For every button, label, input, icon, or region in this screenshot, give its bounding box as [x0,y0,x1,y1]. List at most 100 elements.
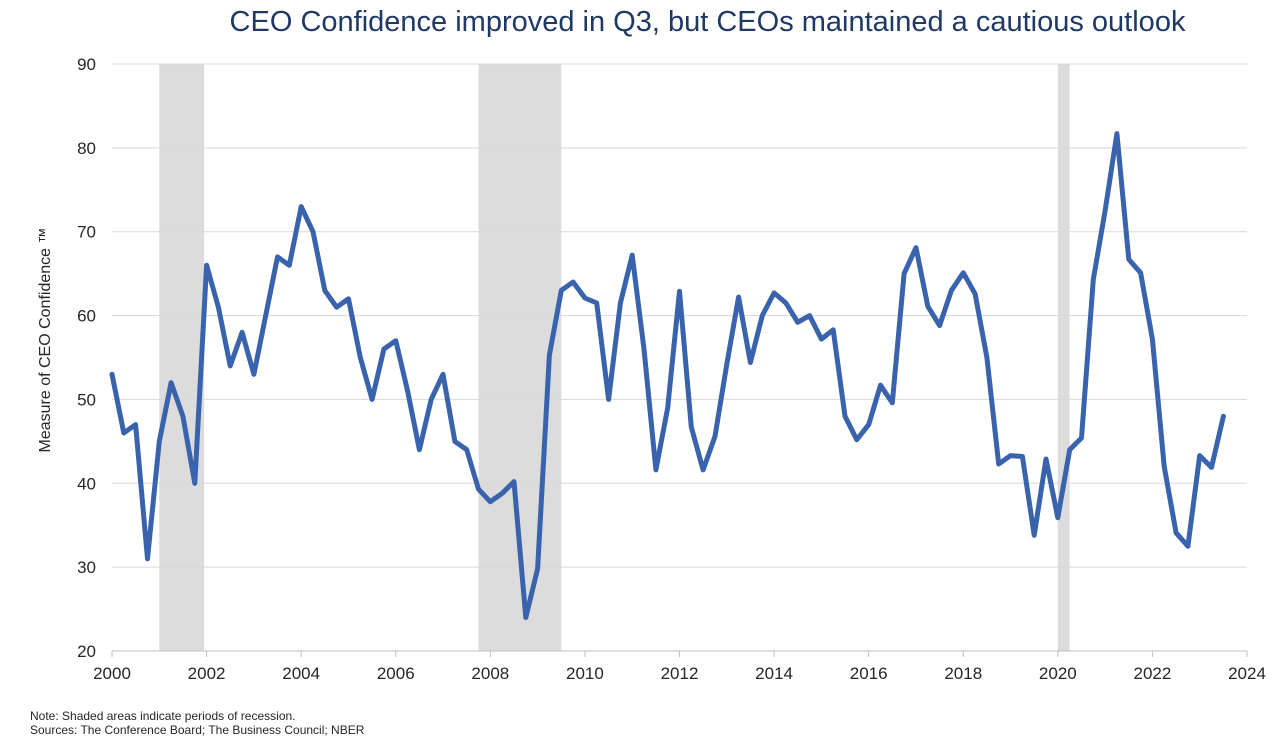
y-axis-title: Measure of CEO Confidence ™ [37,228,54,453]
data-point-0-35 [525,616,527,618]
y-tick-label-90: 90 [77,55,96,74]
data-point-0-47 [667,407,669,409]
data-point-0-63 [856,439,858,441]
data-point-0-46 [655,469,657,471]
data-point-0-31 [478,488,480,490]
data-point-0-78 [1033,534,1035,536]
data-point-0-37 [548,354,550,356]
x-tick-label-2022: 2022 [1134,664,1172,683]
x-tick-label-2006: 2006 [377,664,415,683]
data-point-0-49 [690,426,692,428]
data-point-0-93 [1211,466,1213,468]
data-point-0-6 [182,415,184,417]
y-tick-label-40: 40 [77,474,96,493]
data-point-0-73 [974,293,976,295]
y-tick-label-30: 30 [77,558,96,577]
chart-title: CEO Confidence improved in Q3, but CEOs … [229,6,1186,38]
data-point-0-13 [265,315,267,317]
data-point-0-59 [809,315,811,317]
data-point-0-64 [868,424,870,426]
x-tick-label-2004: 2004 [282,664,320,683]
data-point-0-42 [608,398,610,400]
data-point-0-86 [1128,258,1130,260]
data-point-0-87 [1140,272,1142,274]
data-point-0-79 [1045,458,1047,460]
data-point-0-58 [797,321,799,323]
data-point-0-60 [820,338,822,340]
data-point-0-52 [726,363,728,365]
data-point-0-10 [229,365,231,367]
x-tick-label-2000: 2000 [93,664,131,683]
data-point-0-36 [537,568,539,570]
x-tick-label-2016: 2016 [850,664,888,683]
data-point-0-29 [454,440,456,442]
data-point-0-12 [253,373,255,375]
y-tick-label-80: 80 [77,139,96,158]
data-point-0-53 [738,296,740,298]
data-point-0-15 [288,264,290,266]
data-point-0-11 [241,331,243,333]
y-tick-label-70: 70 [77,223,96,242]
data-point-0-44 [631,254,633,256]
x-tick-label-2020: 2020 [1039,664,1077,683]
data-point-0-94 [1222,415,1224,417]
data-point-0-68 [915,247,917,249]
data-point-0-5 [170,382,172,384]
data-point-0-43 [619,302,621,304]
data-point-0-3 [146,558,148,560]
data-point-0-90 [1175,532,1177,534]
series-line-0 [109,131,1226,620]
data-point-0-22 [371,398,373,400]
data-point-0-76 [1010,455,1012,457]
x-tick-label-2008: 2008 [471,664,509,683]
data-point-0-92 [1199,455,1201,457]
data-point-0-0 [111,373,113,375]
data-point-0-54 [749,362,751,364]
data-point-0-84 [1104,210,1106,212]
y-tick-label-20: 20 [77,642,96,661]
data-point-0-56 [773,292,775,294]
data-point-0-89 [1163,466,1165,468]
data-point-0-72 [962,272,964,274]
tick-labels: 20 30 40 50 60 70 80 90 2000 2002 2004 2006 2008 2010… [77,55,1266,683]
data-point-0-21 [359,357,361,358]
data-point-0-38 [560,289,562,291]
data-point-0-88 [1151,338,1153,340]
data-point-0-20 [347,298,349,300]
data-point-0-33 [501,492,503,494]
data-point-0-61 [832,329,834,331]
data-point-0-75 [998,463,1000,465]
data-point-0-77 [1021,455,1023,457]
data-point-0-51 [714,435,716,437]
data-point-0-8 [206,264,208,266]
data-point-0-1 [123,432,125,434]
x-tick-label-2024: 2024 [1228,664,1266,683]
data-point-0-39 [572,281,574,283]
data-point-0-70 [939,325,941,327]
data-point-0-48 [679,290,680,292]
data-point-0-30 [466,449,468,451]
footnote-sources: Sources: The Conference Board; The Busin… [30,723,365,737]
data-point-0-24 [395,340,397,342]
data-point-0-74 [986,357,988,358]
data-point-0-27 [430,398,432,400]
data-point-0-66 [891,402,893,404]
data-point-0-26 [418,449,420,451]
data-point-0-25 [407,390,409,392]
data-point-0-17 [312,231,314,233]
recession-band-0 [159,64,205,651]
data-point-0-16 [300,206,302,208]
y-tick-label-50: 50 [77,390,96,409]
y-tick-label-60: 60 [77,307,96,326]
data-point-0-85 [1116,133,1118,135]
data-point-0-81 [1069,449,1071,451]
data-point-0-67 [903,273,905,275]
data-point-0-57 [785,302,787,304]
data-point-0-91 [1187,545,1189,547]
data-point-0-83 [1092,279,1094,281]
x-tick-label-2012: 2012 [661,664,699,683]
data-point-0-23 [383,348,385,350]
axes [111,650,1248,657]
data-point-0-69 [927,305,929,307]
